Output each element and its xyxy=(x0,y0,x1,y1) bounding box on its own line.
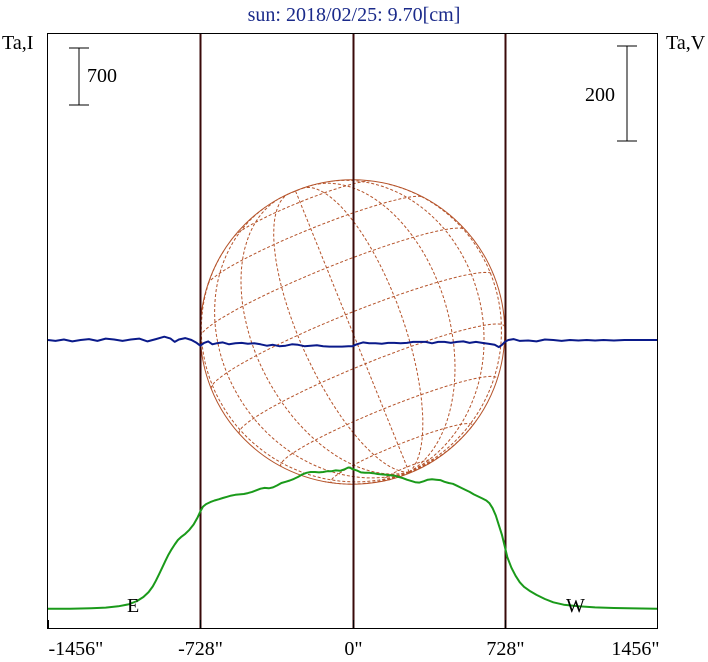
longitude-line xyxy=(328,179,485,473)
latitude-line xyxy=(280,375,498,467)
right-scale-bar-label: 200 xyxy=(585,84,615,106)
longitude-line xyxy=(409,470,415,473)
longitude-line xyxy=(240,199,410,475)
series-layer xyxy=(47,335,658,610)
longitude-line xyxy=(303,186,424,473)
longitude-line xyxy=(295,190,410,473)
longitude-line xyxy=(314,182,456,473)
longitude-line xyxy=(214,206,410,479)
longitude-line xyxy=(408,460,435,473)
x-tick-label: 0" xyxy=(344,638,362,660)
x-axis: -1456" -728" 0" 728" 1456" xyxy=(48,620,660,660)
x-tick-label: 1456" xyxy=(611,638,659,660)
series-line-I xyxy=(47,466,658,610)
longitude-line xyxy=(324,471,410,485)
right-scale-bar xyxy=(617,45,637,142)
chart-title: sun: 2018/02/25: 9.70[cm] xyxy=(248,4,461,26)
limb-marker-lines xyxy=(199,34,507,628)
right-axis-label: Ta,V xyxy=(666,32,706,54)
left-scale-bar-label: 700 xyxy=(87,65,117,87)
latitude-line xyxy=(383,459,434,481)
longitude-line xyxy=(408,420,477,473)
left-axis-label: Ta,I xyxy=(2,32,33,54)
x-tick-label: -728" xyxy=(178,638,223,660)
longitude-line xyxy=(383,471,410,482)
x-tick-label: 728" xyxy=(486,638,524,660)
limb-label-west: W xyxy=(566,595,585,617)
longitude-line xyxy=(200,249,410,483)
series-line-V xyxy=(47,335,657,349)
latitude-line xyxy=(330,423,473,484)
solar-disk xyxy=(199,179,506,485)
limb-label-east: E xyxy=(127,595,139,617)
latitude-line xyxy=(234,180,371,237)
longitude-line xyxy=(387,183,502,473)
latitude-line xyxy=(278,184,314,200)
plot-frame xyxy=(47,33,658,629)
x-tick-label: -1456" xyxy=(49,638,104,660)
left-scale-bar xyxy=(69,47,89,106)
longitude-line xyxy=(273,193,410,473)
